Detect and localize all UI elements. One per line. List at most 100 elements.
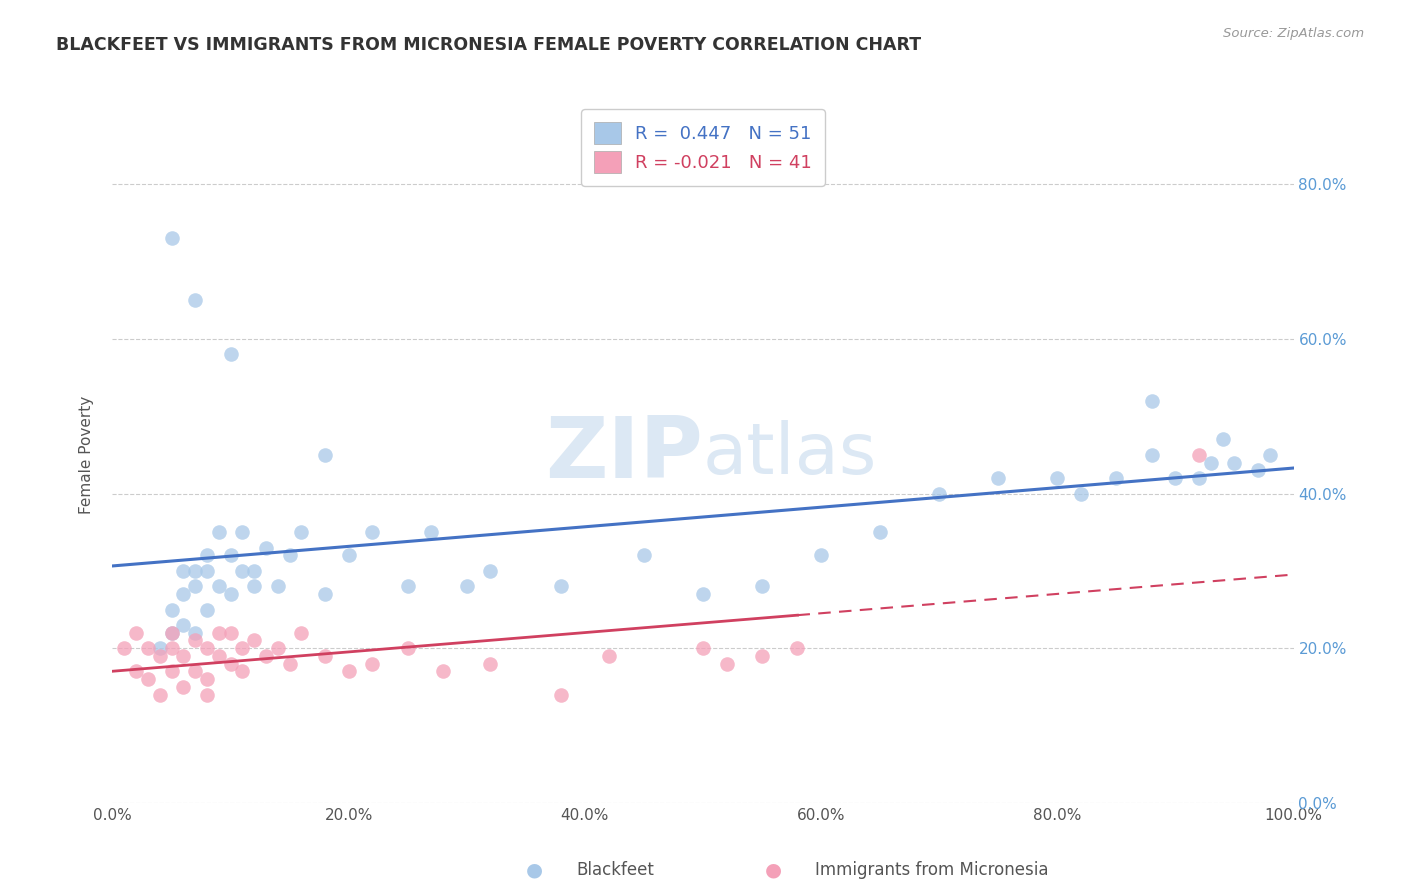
Point: [361, 525, 384, 540]
Point: [337, 665, 360, 679]
Y-axis label: Female Poverty: Female Poverty: [79, 396, 94, 514]
Point: [172, 618, 194, 632]
Point: [550, 579, 572, 593]
Point: [195, 688, 218, 702]
Point: [160, 625, 183, 640]
Point: [136, 672, 159, 686]
Point: [219, 657, 242, 671]
Point: [149, 648, 172, 663]
Point: [1188, 448, 1211, 462]
Point: [396, 579, 419, 593]
Point: [987, 471, 1010, 485]
Point: [1140, 393, 1163, 408]
Point: [550, 688, 572, 702]
Point: [314, 648, 336, 663]
Point: [267, 579, 290, 593]
Legend: R =  0.447   N = 51, R = -0.021   N = 41: R = 0.447 N = 51, R = -0.021 N = 41: [581, 109, 825, 186]
Point: [125, 625, 148, 640]
Point: [160, 665, 183, 679]
Point: [172, 648, 194, 663]
Point: [208, 648, 231, 663]
Point: [420, 525, 443, 540]
Point: [184, 665, 207, 679]
Point: [172, 680, 194, 694]
Point: [1046, 471, 1069, 485]
Point: [1070, 486, 1092, 500]
Point: [361, 657, 384, 671]
Point: [1105, 471, 1128, 485]
Point: [254, 648, 277, 663]
Point: [219, 587, 242, 601]
Text: ●: ●: [526, 860, 543, 880]
Text: ●: ●: [765, 860, 782, 880]
Point: [1199, 456, 1222, 470]
Point: [633, 549, 655, 563]
Point: [243, 564, 266, 578]
Point: [869, 525, 891, 540]
Point: [208, 579, 231, 593]
Point: [149, 641, 172, 656]
Point: [598, 648, 620, 663]
Point: [172, 564, 194, 578]
Text: BLACKFEET VS IMMIGRANTS FROM MICRONESIA FEMALE POVERTY CORRELATION CHART: BLACKFEET VS IMMIGRANTS FROM MICRONESIA …: [56, 36, 921, 54]
Point: [184, 625, 207, 640]
Point: [184, 579, 207, 593]
Point: [278, 657, 301, 671]
Point: [243, 633, 266, 648]
Point: [479, 657, 502, 671]
Point: [432, 665, 454, 679]
Point: [231, 525, 253, 540]
Point: [810, 549, 832, 563]
Point: [195, 564, 218, 578]
Point: [184, 633, 207, 648]
Point: [267, 641, 290, 656]
Point: [160, 231, 183, 245]
Point: [751, 579, 773, 593]
Point: [231, 564, 253, 578]
Point: [1247, 463, 1270, 477]
Point: [716, 657, 738, 671]
Point: [314, 587, 336, 601]
Point: [479, 564, 502, 578]
Point: [231, 641, 253, 656]
Point: [290, 625, 312, 640]
Point: [1212, 433, 1234, 447]
Point: [692, 641, 714, 656]
Point: [184, 564, 207, 578]
Point: [1140, 448, 1163, 462]
Point: [786, 641, 808, 656]
Point: [243, 579, 266, 593]
Point: [195, 641, 218, 656]
Point: [928, 486, 950, 500]
Point: [1223, 456, 1246, 470]
Point: [337, 549, 360, 563]
Point: [195, 549, 218, 563]
Point: [1258, 448, 1281, 462]
Text: Blackfeet: Blackfeet: [576, 861, 654, 879]
Text: atlas: atlas: [703, 420, 877, 490]
Point: [149, 688, 172, 702]
Point: [184, 293, 207, 308]
Point: [278, 549, 301, 563]
Point: [160, 602, 183, 616]
Point: [456, 579, 478, 593]
Point: [751, 648, 773, 663]
Point: [208, 525, 231, 540]
Point: [1164, 471, 1187, 485]
Point: [219, 625, 242, 640]
Point: [208, 625, 231, 640]
Point: [136, 641, 159, 656]
Point: [290, 525, 312, 540]
Point: [396, 641, 419, 656]
Point: [125, 665, 148, 679]
Point: [112, 641, 135, 656]
Point: [254, 541, 277, 555]
Point: [160, 641, 183, 656]
Text: ZIP: ZIP: [546, 413, 703, 497]
Point: [1188, 471, 1211, 485]
Point: [314, 448, 336, 462]
Point: [195, 672, 218, 686]
Point: [195, 602, 218, 616]
Point: [219, 347, 242, 361]
Text: Source: ZipAtlas.com: Source: ZipAtlas.com: [1223, 27, 1364, 40]
